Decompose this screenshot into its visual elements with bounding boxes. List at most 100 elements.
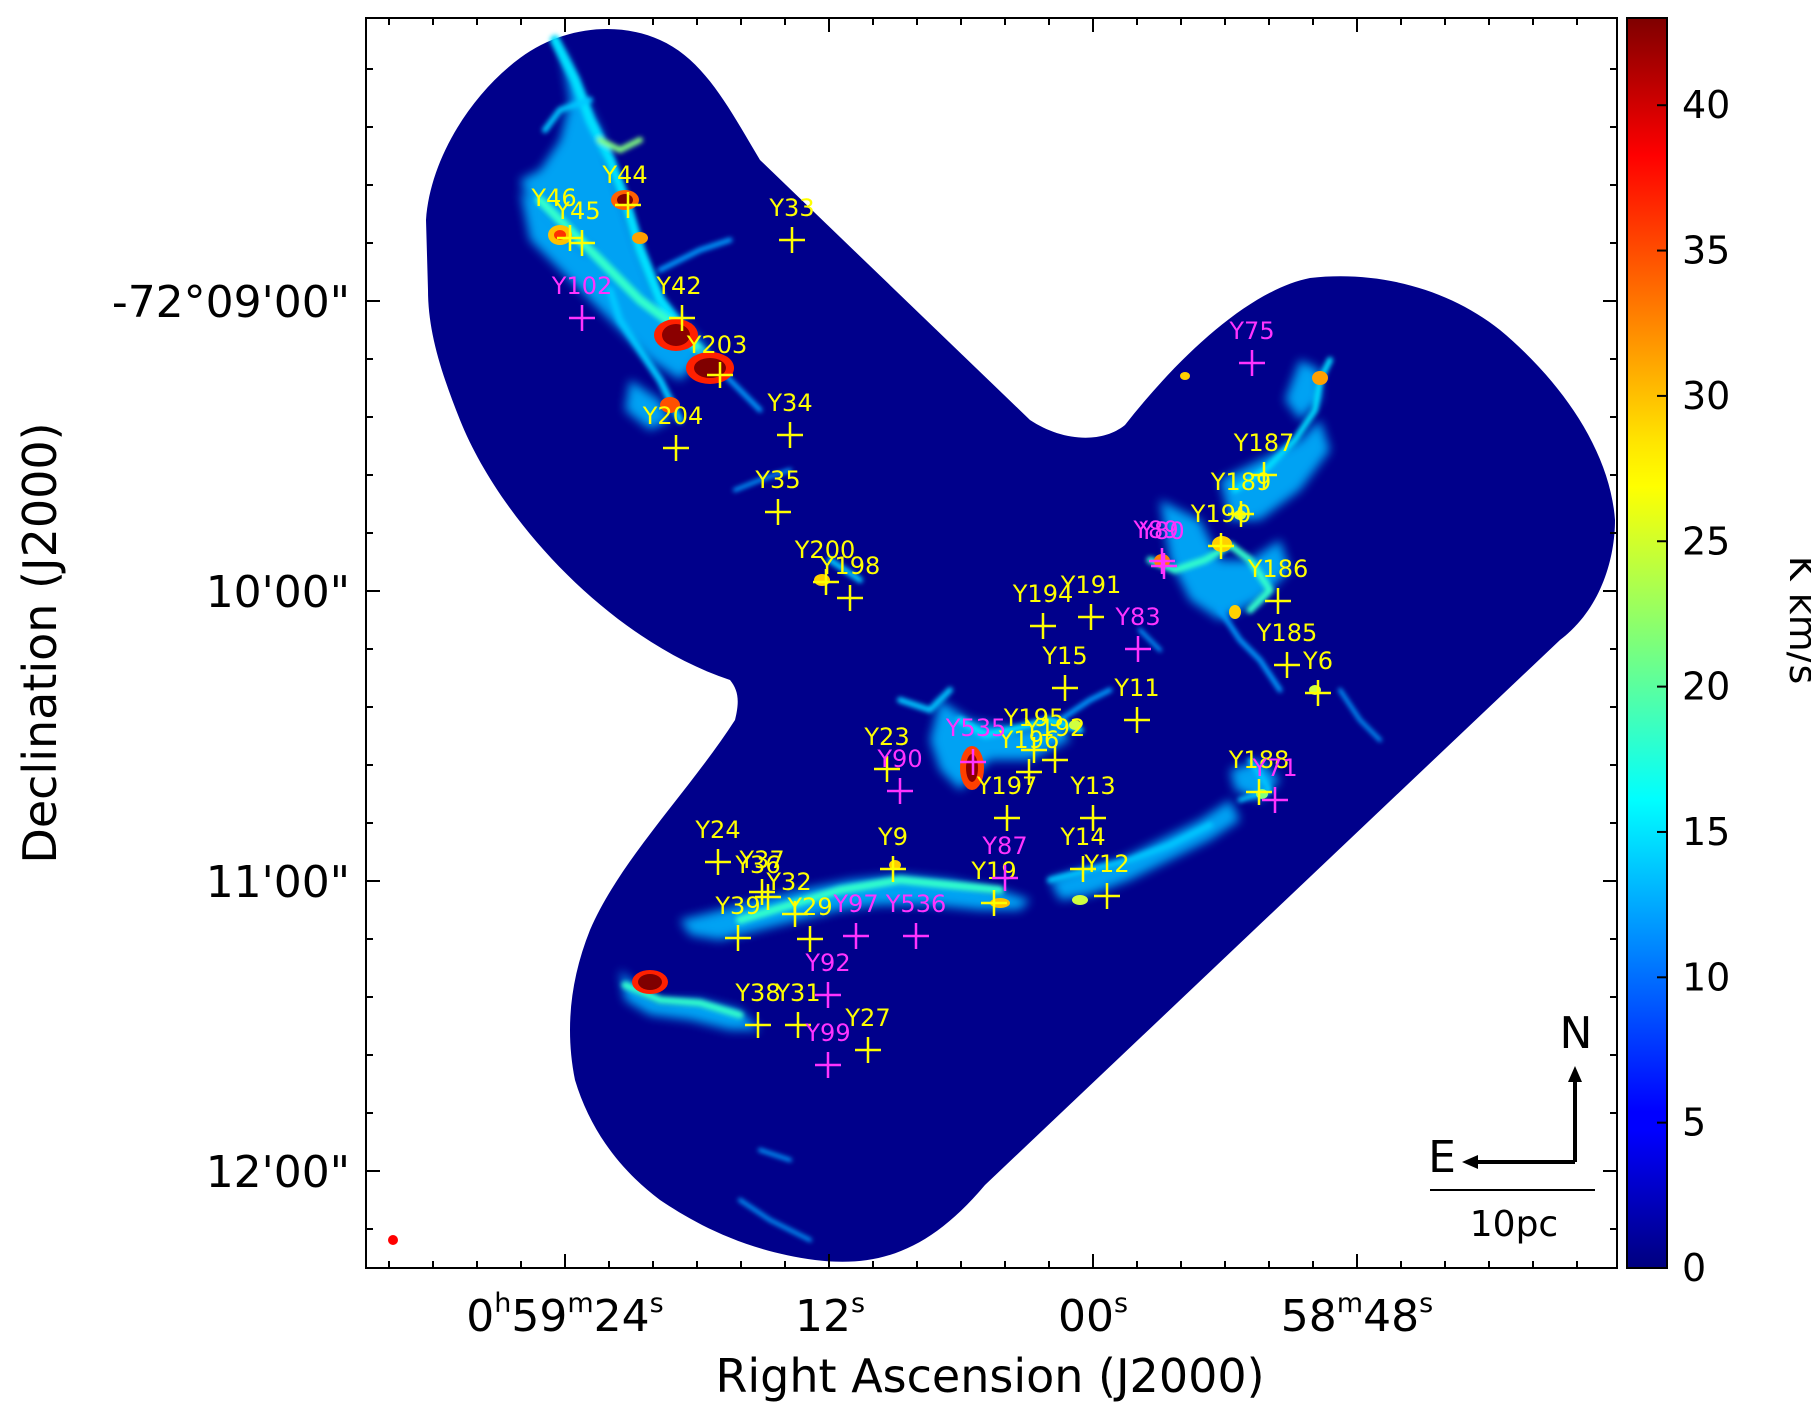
source-label: Y23 bbox=[863, 723, 909, 751]
source-cross bbox=[782, 901, 808, 927]
source-label: Y87 bbox=[981, 832, 1027, 860]
plot-frame bbox=[365, 17, 1618, 1269]
source-cross bbox=[749, 879, 775, 905]
y-tick-labels: -72°09'00" 10'00" 11'00" 12'00" bbox=[112, 277, 350, 1198]
source-marker-y83: Y83 bbox=[1114, 603, 1161, 662]
beam-marker bbox=[388, 1235, 398, 1245]
source-label: Y203 bbox=[686, 331, 747, 359]
source-marker-y89: Y89 bbox=[1132, 516, 1179, 579]
source-cross bbox=[1151, 553, 1177, 579]
source-marker-y9: Y9 bbox=[877, 823, 908, 882]
source-marker-y33: Y33 bbox=[768, 194, 815, 253]
source-cross bbox=[874, 756, 900, 782]
source-marker-y27: Y27 bbox=[844, 1004, 891, 1063]
x-tick-label: 00s bbox=[1058, 1288, 1128, 1342]
source-marker-y45: Y45 bbox=[554, 197, 601, 256]
source-marker-y46: Y46 bbox=[530, 184, 583, 251]
y-tick-label: 10'00" bbox=[206, 567, 350, 618]
source-label: Y75 bbox=[1228, 317, 1274, 345]
y-tick-label: -72°09'00" bbox=[112, 277, 350, 328]
source-cross bbox=[1052, 675, 1078, 701]
source-marker-y14: Y14 bbox=[1059, 823, 1106, 882]
source-cross bbox=[815, 982, 841, 1008]
source-marker-y196: Y196 bbox=[998, 726, 1059, 785]
emission-filaments bbox=[535, 35, 1382, 1242]
colorbar-label: K km/s bbox=[1781, 556, 1811, 685]
source-cross bbox=[557, 225, 583, 251]
source-cross bbox=[785, 1012, 811, 1038]
source-cross bbox=[569, 230, 595, 256]
source-marker-y13: Y13 bbox=[1069, 772, 1116, 831]
colorbar-tick-label: 15 bbox=[1682, 810, 1730, 854]
source-label: Y186 bbox=[1247, 555, 1308, 583]
source-cross bbox=[960, 749, 986, 775]
source-marker-y32: Y32 bbox=[765, 868, 812, 927]
survey-footprint bbox=[426, 29, 1615, 1262]
x-tick-label: 0h59m24s bbox=[466, 1288, 664, 1342]
source-cross bbox=[1239, 350, 1265, 376]
source-label: Y188 bbox=[1228, 746, 1289, 774]
source-cross bbox=[705, 849, 731, 875]
source-cross bbox=[745, 1012, 771, 1038]
source-label: Y46 bbox=[530, 184, 576, 212]
source-cross bbox=[1208, 533, 1234, 559]
source-marker-y71: Y71 bbox=[1251, 754, 1298, 813]
source-cross bbox=[992, 865, 1018, 891]
colorbar-tick-label: 10 bbox=[1682, 955, 1730, 999]
source-cross bbox=[813, 569, 839, 595]
source-label: Y97 bbox=[832, 890, 878, 918]
source-cross bbox=[903, 923, 929, 949]
source-label: Y15 bbox=[1041, 642, 1087, 670]
source-marker-y191: Y191 bbox=[1060, 571, 1121, 630]
source-label: Y29 bbox=[786, 893, 832, 921]
source-cross bbox=[1251, 462, 1277, 488]
source-marker-y200: Y200 bbox=[794, 536, 855, 595]
source-cross bbox=[1265, 588, 1291, 614]
source-marker-y204: Y204 bbox=[642, 402, 703, 461]
source-marker-y12: Y12 bbox=[1083, 850, 1130, 909]
source-label: Y11 bbox=[1113, 674, 1159, 702]
source-label: Y31 bbox=[774, 979, 820, 1007]
source-label: Y9 bbox=[877, 823, 908, 851]
source-label: Y32 bbox=[765, 868, 811, 896]
source-cross bbox=[1016, 759, 1042, 785]
source-label: Y42 bbox=[655, 272, 701, 300]
source-label: Y198 bbox=[819, 552, 880, 580]
source-label: Y24 bbox=[694, 816, 740, 844]
source-marker-y75: Y75 bbox=[1228, 317, 1275, 376]
source-marker-y186: Y186 bbox=[1247, 555, 1308, 614]
source-cross bbox=[1042, 747, 1068, 773]
source-label: Y35 bbox=[754, 466, 800, 494]
source-cross bbox=[779, 227, 805, 253]
colorbar-ticks: 0 5 10 15 20 25 30 35 40 bbox=[1657, 83, 1730, 1290]
source-cross bbox=[615, 192, 641, 218]
source-label: Y191 bbox=[1060, 571, 1121, 599]
colorbar: 0 5 10 15 20 25 30 35 40 K km/s bbox=[1626, 17, 1811, 1290]
source-cross bbox=[887, 778, 913, 804]
source-cross bbox=[815, 1052, 841, 1078]
x-tick-label: 12s bbox=[795, 1288, 865, 1342]
source-label: Y6 bbox=[1302, 647, 1333, 675]
source-marker-y198: Y198 bbox=[819, 552, 880, 611]
y-axis-title: Declination (J2000) bbox=[13, 422, 67, 863]
source-marker-y6: Y6 bbox=[1302, 647, 1333, 706]
source-marker-y31: Y31 bbox=[774, 979, 821, 1038]
source-marker-y80: Y80 bbox=[1138, 517, 1185, 574]
north-arrowhead bbox=[1568, 1066, 1582, 1082]
source-cross bbox=[880, 856, 906, 882]
source-label: Y13 bbox=[1069, 772, 1115, 800]
source-label: Y189 bbox=[1210, 468, 1271, 496]
source-label: Y39 bbox=[714, 892, 760, 920]
source-label: Y192 bbox=[1024, 714, 1085, 742]
source-label: Y37 bbox=[738, 846, 784, 874]
colorbar-tick-label: 0 bbox=[1682, 1246, 1706, 1290]
source-label: Y92 bbox=[804, 949, 850, 977]
source-label: Y536 bbox=[885, 890, 946, 918]
source-marker-y187: Y187 bbox=[1233, 429, 1294, 488]
source-label: Y535 bbox=[945, 714, 1006, 742]
source-cross bbox=[1149, 548, 1175, 574]
source-cross bbox=[1125, 636, 1151, 662]
source-label: Y190 bbox=[1190, 500, 1251, 528]
